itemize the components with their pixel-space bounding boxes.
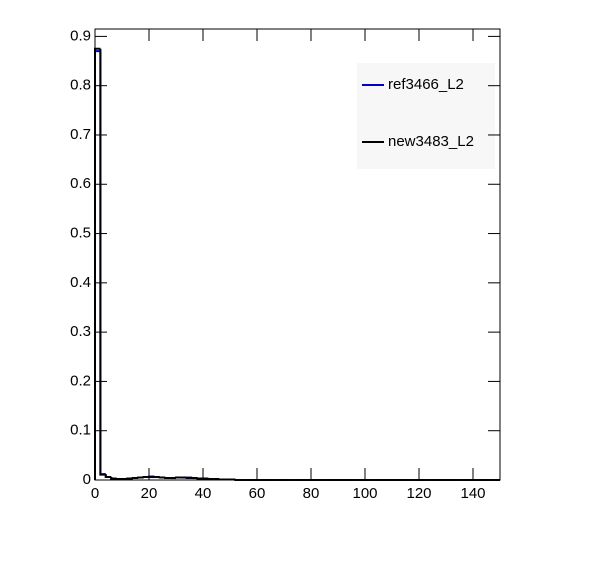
x-tick-label: 120 bbox=[406, 485, 431, 502]
x-tick-label: 60 bbox=[249, 485, 266, 502]
y-tick-label: 0.7 bbox=[70, 126, 91, 143]
y-tick-label: 0.1 bbox=[70, 422, 91, 439]
x-tick-label: 80 bbox=[303, 485, 320, 502]
legend-box bbox=[357, 63, 495, 169]
x-tick-label: 40 bbox=[195, 485, 212, 502]
y-tick-label: 0 bbox=[83, 471, 91, 488]
legend-label: new3483_L2 bbox=[388, 133, 474, 150]
histogram-bin bbox=[104, 474, 112, 479]
x-tick-label: 100 bbox=[352, 485, 377, 502]
x-tick-label: 140 bbox=[460, 485, 485, 502]
y-tick-label: 0.6 bbox=[70, 175, 91, 192]
legend-label: ref3466_L2 bbox=[388, 76, 464, 93]
y-tick-label: 0.2 bbox=[70, 372, 91, 389]
x-tick-label: 20 bbox=[141, 485, 158, 502]
histogram-bin bbox=[94, 47, 101, 480]
x-tick-label: 0 bbox=[91, 485, 99, 502]
y-tick-label: 0.5 bbox=[70, 225, 91, 242]
histogram-bin bbox=[110, 477, 117, 480]
y-tick-label: 0.3 bbox=[70, 323, 91, 340]
y-tick-label: 0.9 bbox=[70, 27, 91, 44]
y-tick-label: 0.4 bbox=[70, 274, 91, 291]
histogram-bin bbox=[99, 48, 106, 476]
y-tick-label: 0.8 bbox=[70, 77, 91, 94]
